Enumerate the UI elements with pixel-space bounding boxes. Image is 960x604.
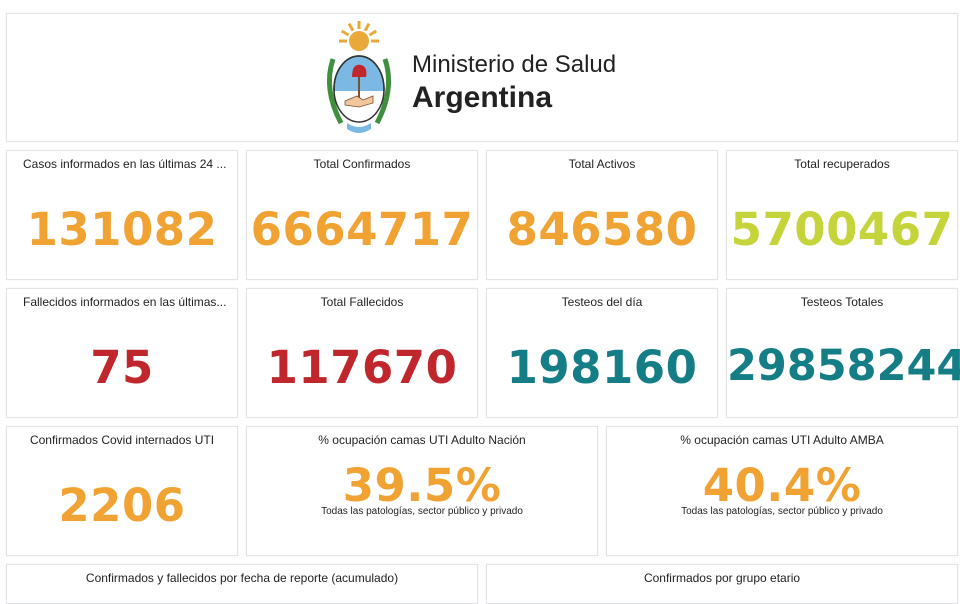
card-title: % ocupación camas UTI Adulto Nación <box>318 433 526 447</box>
stat-value: 39.5% <box>342 459 502 512</box>
coat-of-arms-logo <box>326 21 392 133</box>
stat-uti-internados: Confirmados Covid internados UTI 2206 <box>6 426 238 556</box>
card-title: % ocupación camas UTI Adulto AMBA <box>680 433 884 447</box>
card-title: Casos informados en las últimas 24 ... <box>23 157 227 171</box>
stat-casos-24h: Casos informados en las últimas 24 ... 1… <box>6 150 238 280</box>
brand-ministry: Ministerio de Salud <box>412 51 617 78</box>
header-card: Ministerio de Salud Argentina <box>6 13 958 142</box>
card-title: Total Activos <box>568 157 636 171</box>
stat-ocupacion-amba: % ocupación camas UTI Adulto AMBA 40.4% … <box>606 426 958 556</box>
panel-title: Confirmados por grupo etario <box>643 571 801 585</box>
stat-note: Todas las patologías, sector público y p… <box>321 506 523 517</box>
card-title: Testeos del día <box>561 295 643 309</box>
stat-value: 131082 <box>26 203 218 256</box>
panel-confirmados-fallecidos-acumulado: Confirmados y fallecidos por fecha de re… <box>6 564 478 604</box>
stat-total-fallecidos: Total Fallecidos 117670 <box>246 288 478 418</box>
stat-total-recuperados: Total recuperados 5700467 <box>726 150 958 280</box>
brand-country: Argentina <box>412 81 553 114</box>
stat-fallecidos-24h: Fallecidos informados en las últimas... … <box>6 288 238 418</box>
stat-value: 846580 <box>506 203 698 256</box>
card-title: Fallecidos informados en las últimas... <box>23 295 227 309</box>
stat-value: 198160 <box>506 341 698 394</box>
stat-note: Todas las patologías, sector público y p… <box>681 506 883 517</box>
stat-value: 6664717 <box>250 203 474 256</box>
card-title: Confirmados Covid internados UTI <box>29 433 215 447</box>
stat-testeos-totales: Testeos Totales 29858244 <box>726 288 960 418</box>
stat-value: 2206 <box>58 479 186 532</box>
panel-confirmados-grupo-etario: Confirmados por grupo etario <box>486 564 958 604</box>
stat-total-activos: Total Activos 846580 <box>486 150 718 280</box>
card-title: Total Confirmados <box>313 157 411 171</box>
stat-value: 75 <box>90 341 154 394</box>
stat-value: 5700467 <box>730 203 954 256</box>
card-title: Testeos Totales <box>800 295 884 309</box>
panel-title: Confirmados y fallecidos por fecha de re… <box>85 571 399 585</box>
stat-value: 117670 <box>266 341 458 394</box>
stat-ocupacion-nacion: % ocupación camas UTI Adulto Nación 39.5… <box>246 426 598 556</box>
card-title: Total Fallecidos <box>320 295 404 309</box>
stat-testeos-dia: Testeos del día 198160 <box>486 288 718 418</box>
stat-total-confirmados: Total Confirmados 6664717 <box>246 150 478 280</box>
card-title: Total recuperados <box>794 157 890 171</box>
stat-value: 40.4% <box>702 459 862 512</box>
stat-value: 29858244 <box>727 341 960 391</box>
